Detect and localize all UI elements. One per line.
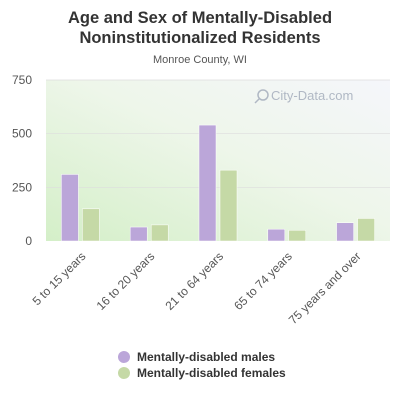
bar-males [336, 222, 354, 242]
bar-females [82, 208, 100, 242]
x-tick-label: 5 to 15 years [30, 249, 89, 308]
bar-females [288, 230, 307, 242]
bars [61, 124, 375, 242]
y-tick-label: 750 [12, 73, 32, 87]
x-tick-label: 75 years and over [286, 249, 364, 327]
watermark-search-icon-handle [254, 98, 260, 104]
y-tick-label: 250 [12, 180, 32, 194]
bar-females [219, 169, 238, 242]
y-tick-label: 500 [12, 127, 32, 141]
plot-background [46, 80, 390, 241]
x-tick-label: 16 to 20 years [94, 249, 158, 313]
legend: Mentally-disabled males Mentally-disable… [118, 349, 286, 381]
bar-males [198, 124, 217, 242]
bar-females [150, 224, 169, 242]
bar-males [267, 228, 286, 242]
legend-label-females: Mentally-disabled females [137, 366, 286, 380]
legend-swatch-females [118, 367, 130, 379]
chart-title-line-1: Age and Sex of Mentally-Disabled [67, 9, 333, 27]
legend-item-females: Mentally-disabled females [118, 365, 286, 381]
y-axis-ticks: 750 500 250 0 [12, 73, 32, 248]
bar-males [61, 174, 79, 242]
gridlines [46, 79, 390, 188]
legend-label-males: Mentally-disabled males [137, 350, 276, 364]
y-tick-label: 0 [25, 234, 32, 248]
legend-item-males: Mentally-disabled males [118, 349, 286, 365]
chart-title: Age and Sex of Mentally-Disabled Noninst… [0, 8, 400, 48]
bar-females [357, 218, 375, 242]
bar-males [129, 226, 148, 242]
legend-swatch-males [118, 351, 130, 363]
chart-subtitle: Monroe County, WI [153, 54, 247, 66]
x-tick-label: 65 to 74 years [231, 249, 295, 313]
chart-title-line-2: Noninstitutionalized Residents [79, 29, 321, 47]
watermark-text: City-Data.com [271, 88, 353, 103]
watermark-search-icon [257, 89, 269, 101]
watermark: City-Data.com [254, 88, 353, 104]
x-axis-ticks: 5 to 15 years 16 to 20 years 21 to 64 year… [30, 249, 364, 327]
x-tick-label: 21 to 64 years [162, 249, 226, 313]
